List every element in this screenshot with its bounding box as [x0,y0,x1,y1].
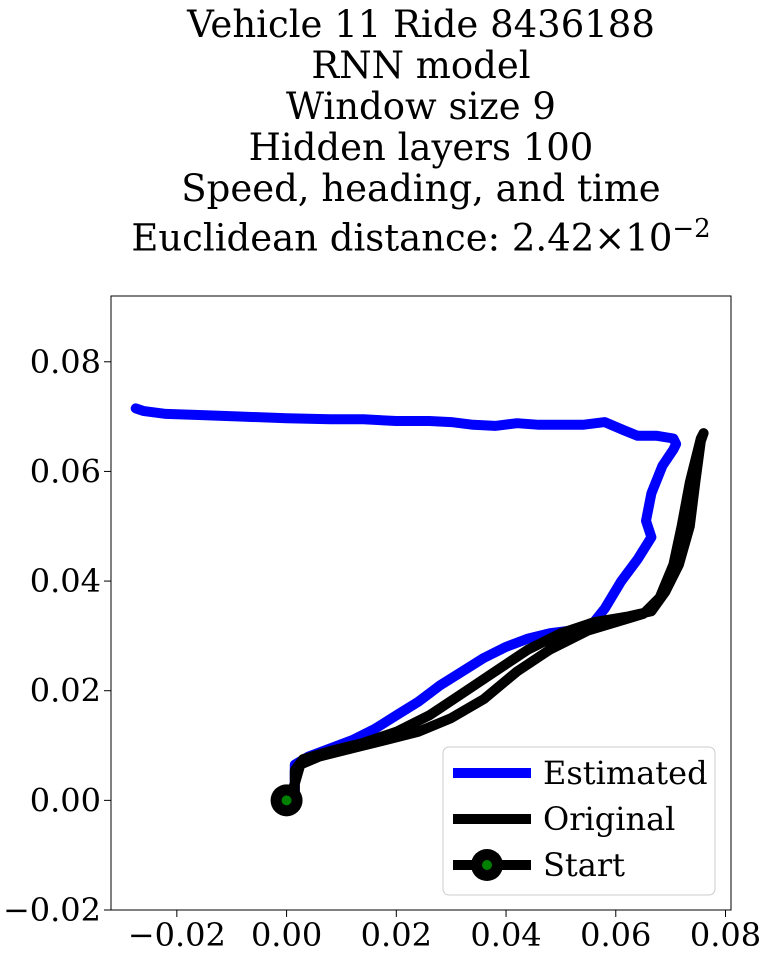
y-tick-label: 0.06 [30,452,101,490]
legend: Estimated Original Start [442,746,716,896]
series-line-estimated [130,403,682,806]
title-metric-label: Euclidean distance: [131,216,512,260]
legend-box [442,746,716,896]
x-tick-label: 0.04 [470,916,541,954]
title-line-4: Hidden layers 100 [248,126,594,169]
y-axis: −0.02 0.00 0.02 0.04 0.06 0.08 [3,343,111,929]
legend-label-estimated: Estimated [543,754,708,792]
title-line-1: Vehicle 11 Ride 8436188 [187,3,655,46]
start-marker-center [281,795,292,806]
y-tick-label: 0.04 [30,562,101,600]
title-line-2: RNN model [311,44,531,87]
title-line-5: Speed, heading, and time [181,167,661,210]
legend-marker-center [482,860,492,870]
y-tick-label: −0.02 [3,891,101,929]
y-tick-label: 0.02 [30,672,101,710]
x-tick-label: 0.08 [690,916,761,954]
title-line-3: Window size 9 [286,85,556,128]
series-layer [130,403,709,817]
title-line-6: Euclidean distance: 2.42×10−2 [0,209,768,258]
legend-label-start: Start [543,846,625,884]
title-metric-exponent: −2 [672,214,711,244]
x-tick-label: −0.02 [128,916,226,954]
legend-label-original: Original [543,800,675,838]
x-tick-label: 0.02 [361,916,432,954]
y-tick-label: 0.08 [30,343,101,381]
x-tick-label: 0.06 [580,916,651,954]
x-axis: −0.02 0.00 0.02 0.04 0.06 0.08 [128,910,761,954]
title-metric-value: 2.42×10 [511,216,673,260]
plot-frame [110,295,732,911]
series-line-original [281,428,709,806]
x-tick-label: 0.00 [251,916,322,954]
chart-title: Vehicle 11 Ride 8436188 RNN model Window… [0,4,768,258]
y-tick-label: 0.00 [30,781,101,819]
